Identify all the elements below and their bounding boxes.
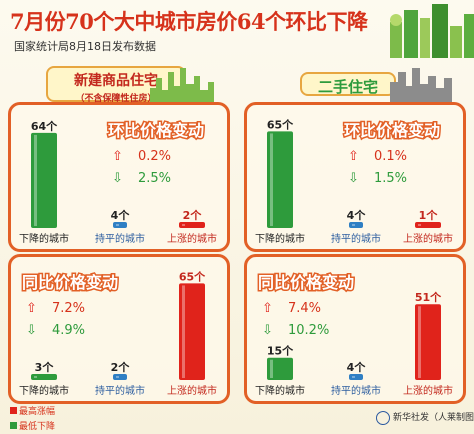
value-label: 3个 xyxy=(35,360,55,374)
bar-highlight xyxy=(270,359,273,378)
down-arrow-icon: ⇩ xyxy=(262,323,273,338)
credit: 新华社发（人莱制图） xyxy=(376,410,474,425)
value-label: 2个 xyxy=(111,360,131,374)
category-label: 持平的城市 xyxy=(331,232,381,245)
legend-max: 最高涨幅 xyxy=(10,404,55,417)
legend: 最高涨幅 最低下降 xyxy=(10,404,55,434)
bar-highlight xyxy=(182,224,185,226)
value-label: 4个 xyxy=(347,360,367,374)
xinhua-logo-icon xyxy=(376,410,390,425)
city-silhouette-right xyxy=(390,68,452,102)
category-label: 持平的城市 xyxy=(95,232,145,245)
value-label: 64个 xyxy=(31,119,58,133)
up-arrow-icon: ⇧ xyxy=(262,301,273,316)
up-arrow-icon: ⇧ xyxy=(112,149,123,164)
range-down-value: 10.2% xyxy=(288,323,329,338)
down-arrow-icon: ⇩ xyxy=(112,171,123,186)
bar-highlight xyxy=(182,285,185,378)
category-label: 上涨的城市 xyxy=(403,232,453,245)
bar-下降的城市 xyxy=(267,131,293,228)
bar-持平的城市 xyxy=(113,374,127,380)
category-label: 上涨的城市 xyxy=(403,384,453,397)
value-label: 4个 xyxy=(347,208,367,222)
bar-上涨的城市 xyxy=(179,283,205,380)
range-down-value: 1.5% xyxy=(374,171,407,186)
category-label: 持平的城市 xyxy=(331,384,381,397)
value-label: 65个 xyxy=(267,117,294,131)
bar-下降的城市 xyxy=(31,132,57,228)
bar-highlight xyxy=(418,306,421,378)
bar-highlight xyxy=(34,134,37,226)
up-arrow-icon: ⇧ xyxy=(348,149,359,164)
up-arrow-icon: ⇧ xyxy=(26,301,37,316)
bar-持平的城市 xyxy=(113,222,127,228)
range-down-value: 4.9% xyxy=(52,323,85,338)
bar-上涨的城市 xyxy=(415,222,441,228)
value-label: 4个 xyxy=(111,208,131,222)
bar-下降的城市 xyxy=(31,374,57,380)
range-up-value: 0.2% xyxy=(138,149,171,164)
page-subtitle: 国家统计局8月18日发布数据 xyxy=(14,40,156,53)
category-label: 持平的城市 xyxy=(95,384,145,397)
value-label: 2个 xyxy=(183,208,203,222)
range-down-value: 2.5% xyxy=(138,171,171,186)
down-arrow-icon: ⇩ xyxy=(26,323,37,338)
bar-highlight xyxy=(270,133,273,226)
category-label: 下降的城市 xyxy=(19,232,69,245)
down-arrow-icon: ⇩ xyxy=(348,171,359,186)
bar-highlight xyxy=(116,224,119,226)
bar-highlight xyxy=(418,224,421,226)
category-label: 下降的城市 xyxy=(255,384,305,397)
legend-up-icon xyxy=(10,407,17,414)
bar-下降的城市 xyxy=(267,357,293,380)
chart-title: 环比价格变动 xyxy=(344,121,440,140)
bar-上涨的城市 xyxy=(415,304,441,380)
chart-title: 环比价格变动 xyxy=(108,121,204,140)
value-label: 65个 xyxy=(179,269,206,283)
credit-text: 新华社发（人莱制图） xyxy=(393,413,474,423)
legend-down-icon xyxy=(10,422,17,429)
new-homes-header: 新建商品住宅 （不含保障性住房） xyxy=(46,66,186,104)
new-homes-note: （不含保障性住房） xyxy=(75,94,157,104)
bar-持平的城市 xyxy=(349,374,363,380)
category-label: 上涨的城市 xyxy=(167,384,217,397)
range-up-value: 0.1% xyxy=(374,149,407,164)
legend-max-label: 最高涨幅 xyxy=(19,407,56,417)
bar-highlight xyxy=(116,376,119,378)
legend-min-label: 最低下降 xyxy=(19,422,56,432)
page-title: 7月份70个大中城市房价64个环比下降 xyxy=(10,9,368,34)
bar-持平的城市 xyxy=(349,222,363,228)
legend-min: 最低下降 xyxy=(10,419,55,432)
chart-title: 同比价格变动 xyxy=(22,273,118,292)
new-homes-label: 新建商品住宅 xyxy=(74,73,158,89)
bar-highlight xyxy=(352,224,355,226)
skyline-illustration xyxy=(390,4,474,58)
bar-highlight xyxy=(34,376,37,378)
category-label: 下降的城市 xyxy=(255,232,305,245)
chart-title: 同比价格变动 xyxy=(258,273,354,292)
value-label: 15个 xyxy=(267,344,294,358)
range-up-value: 7.2% xyxy=(52,301,85,316)
value-label: 1个 xyxy=(419,208,439,222)
category-label: 上涨的城市 xyxy=(167,232,217,245)
second-hand-label: 二手住宅 xyxy=(317,78,378,96)
bar-上涨的城市 xyxy=(179,222,205,228)
value-label: 51个 xyxy=(415,290,442,304)
city-silhouette-left xyxy=(150,68,214,102)
bar-highlight xyxy=(352,376,355,378)
range-up-value: 7.4% xyxy=(288,301,321,316)
category-label: 下降的城市 xyxy=(19,384,69,397)
